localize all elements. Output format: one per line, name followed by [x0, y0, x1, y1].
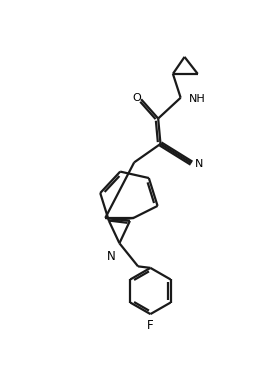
Text: NH: NH: [188, 94, 205, 104]
Text: N: N: [107, 250, 116, 263]
Text: F: F: [147, 319, 154, 333]
Text: N: N: [195, 159, 204, 169]
Text: O: O: [132, 93, 141, 103]
